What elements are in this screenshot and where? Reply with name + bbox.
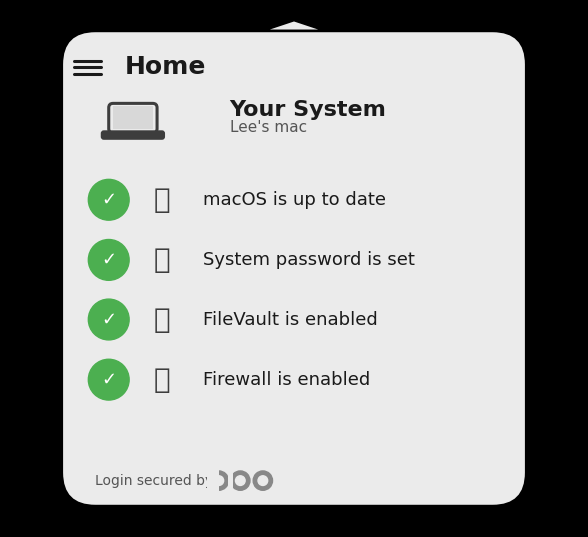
Text: ✓: ✓ [101,310,116,329]
FancyBboxPatch shape [229,470,233,491]
Text: :  [154,246,171,274]
FancyBboxPatch shape [207,469,219,492]
Circle shape [258,476,268,485]
Circle shape [88,179,129,220]
Text: ✓: ✓ [101,371,116,389]
FancyBboxPatch shape [109,103,157,133]
Text: Firewall is enabled: Firewall is enabled [203,371,370,389]
Text: :  [154,306,171,333]
Circle shape [253,471,272,490]
FancyBboxPatch shape [113,106,153,128]
Text: Lee's mac: Lee's mac [229,120,307,135]
Text: :  [154,366,171,394]
FancyBboxPatch shape [102,132,163,138]
Text: macOS is up to date: macOS is up to date [203,191,386,209]
Text: Home: Home [125,55,206,79]
Circle shape [235,476,245,485]
Circle shape [88,240,129,280]
Text: ✓: ✓ [101,251,116,269]
Text: ✓: ✓ [101,191,116,209]
Text: FileVault is enabled: FileVault is enabled [203,310,377,329]
Text: System password is set: System password is set [203,251,415,269]
Text: Your System: Your System [229,100,386,120]
Text: Login secured by: Login secured by [95,474,213,488]
Circle shape [88,359,129,400]
Circle shape [209,471,229,490]
Circle shape [230,471,250,490]
Circle shape [88,299,129,340]
FancyBboxPatch shape [63,32,525,505]
Circle shape [214,476,223,485]
Text: :  [154,186,171,214]
Polygon shape [270,21,318,30]
